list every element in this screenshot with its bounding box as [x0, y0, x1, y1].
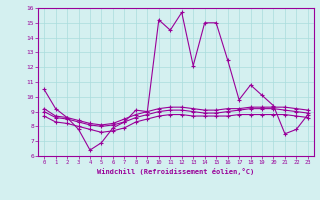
X-axis label: Windchill (Refroidissement éolien,°C): Windchill (Refroidissement éolien,°C)	[97, 168, 255, 175]
